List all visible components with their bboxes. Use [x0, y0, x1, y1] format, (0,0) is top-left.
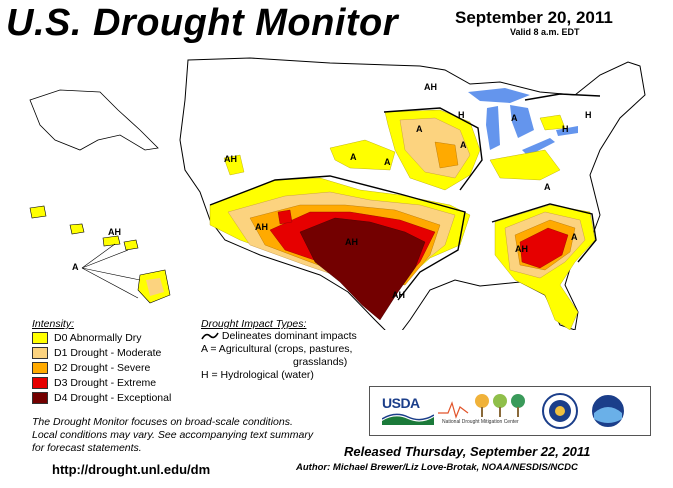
legend-item: D3 Drought - Extreme — [32, 375, 202, 390]
author-credit: Author: Michael Brewer/Liz Love-Brotak, … — [296, 462, 578, 473]
hawaii — [29, 205, 171, 304]
usda-text: USDA — [382, 395, 420, 411]
map-label-a: A — [72, 262, 79, 272]
valid-time: Valid 8 a.m. EDT — [510, 27, 580, 37]
lake-ontario — [556, 126, 578, 136]
map-label-ah: AH — [224, 154, 237, 164]
legend-swatch-d2 — [32, 361, 48, 374]
legend-label: D0 Abnormally Dry — [54, 331, 142, 344]
map-label-a: A — [350, 152, 357, 162]
map-label-a: A — [460, 140, 467, 150]
impact-line-icon — [201, 332, 219, 340]
impact-boundaries — [209, 93, 601, 301]
impact-delineation-row: Delineates dominant impacts — [201, 330, 381, 343]
map-label-h: H — [562, 124, 569, 134]
map-label-ah: AH — [345, 237, 358, 247]
note-line: Local conditions may vary. See accompany… — [32, 429, 314, 441]
impact-agricultural: A = Agricultural (crops, pastures, — [201, 343, 353, 355]
ndmc-logo: National Drought Mitigation Center — [438, 393, 558, 429]
d4-area — [299, 217, 426, 321]
alaska — [29, 89, 159, 151]
map-label-ah: AH — [392, 290, 405, 300]
lake-huron — [510, 105, 534, 138]
lake-michigan — [486, 106, 500, 150]
map-label-ah: AH — [255, 222, 268, 232]
legend-label: D2 Drought - Severe — [54, 361, 151, 374]
hawaii-callout-lines — [81, 243, 141, 299]
noaa-logo-icon — [590, 393, 626, 429]
impacts-heading: Drought Impact Types: — [201, 318, 307, 330]
source-url[interactable]: http://drought.unl.edu/dm — [52, 462, 211, 477]
commerce-seal-icon — [542, 393, 578, 429]
drought-map: AH AH AH AH AH AH AH A A A A A A A A H H… — [29, 57, 646, 330]
legend-label: D4 Drought - Exceptional — [54, 391, 172, 404]
impact-agricultural-cont: grasslands) — [293, 356, 348, 368]
intensity-legend: Intensity: D0 Abnormally Dry D1 Drought … — [32, 318, 202, 405]
lake-erie — [522, 138, 555, 156]
legend-swatch-d4 — [32, 391, 48, 404]
impact-hydrological: H = Hydrological (water) — [201, 369, 314, 381]
map-label-h: H — [458, 110, 465, 120]
map-label-a: A — [416, 124, 423, 134]
lake-superior — [468, 88, 530, 103]
impact-delineation-text: Delineates dominant impacts — [221, 330, 357, 342]
impact-types: Drought Impact Types: Delineates dominan… — [201, 318, 381, 382]
legend-item: D1 Drought - Moderate — [32, 345, 202, 360]
usda-field-icon — [381, 413, 435, 425]
map-label-a: A — [571, 232, 578, 242]
map-title: U.S. Drought Monitor — [6, 2, 399, 44]
map-label-a: A — [384, 157, 391, 167]
map-label-a: A — [511, 113, 518, 123]
legend-swatch-d1 — [32, 346, 48, 359]
map-label-h: H — [585, 110, 592, 120]
ndmc-trees-icon — [438, 394, 525, 419]
legend-label: D1 Drought - Moderate — [54, 346, 162, 359]
map-label-ah: AH — [108, 227, 121, 237]
legend-item: D0 Abnormally Dry — [32, 330, 202, 345]
note-line: The Drought Monitor focuses on broad-sca… — [32, 416, 293, 428]
map-label-a: A — [544, 182, 551, 192]
note-line: for forecast statements. — [32, 442, 142, 454]
map-date: September 20, 2011 — [455, 8, 613, 27]
legend-swatch-d0 — [32, 331, 48, 344]
hawaii-d1 — [146, 278, 164, 296]
legend-item: D4 Drought - Exceptional — [32, 390, 202, 405]
map-label-ah: AH — [515, 244, 528, 254]
legend-swatch-d3 — [32, 376, 48, 389]
agency-logos: USDA National Drought Mitigation Center — [369, 386, 651, 436]
release-date: Released Thursday, September 22, 2011 — [344, 444, 591, 459]
legend-item: D2 Drought - Severe — [32, 360, 202, 375]
map-label-ah: AH — [424, 82, 437, 92]
ndmc-text: National Drought Mitigation Center — [442, 419, 519, 425]
disclaimer-note: The Drought Monitor focuses on broad-sca… — [32, 416, 342, 455]
usda-logo: USDA — [381, 395, 435, 427]
legend-label: D3 Drought - Extreme — [54, 376, 157, 389]
legend-heading: Intensity: — [32, 318, 75, 330]
